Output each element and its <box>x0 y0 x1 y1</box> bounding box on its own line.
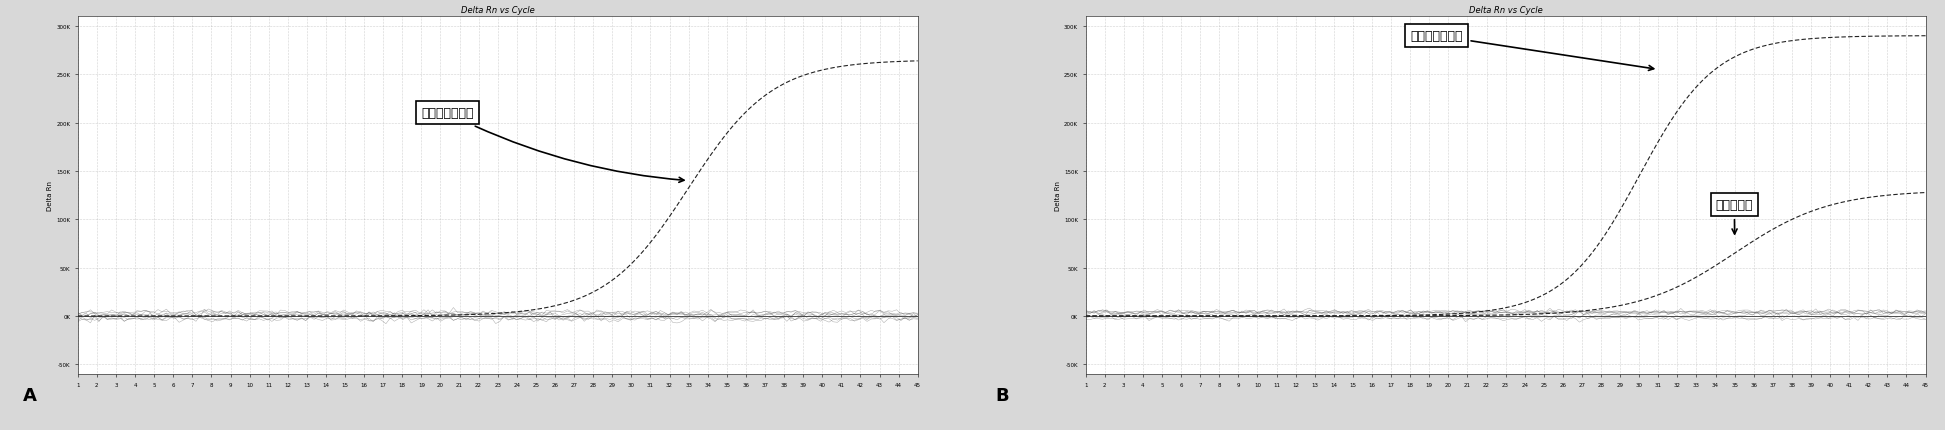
Text: 临床敏感株: 临床敏感株 <box>1715 199 1752 234</box>
Text: B: B <box>996 386 1009 404</box>
Text: A: A <box>23 386 37 404</box>
Text: 敏感株阳性对照: 敏感株阳性对照 <box>1410 30 1653 71</box>
Text: 敏感株阳性对照: 敏感株阳性对照 <box>422 107 685 183</box>
Title: Delta Rn vs Cycle: Delta Rn vs Cycle <box>1468 6 1542 15</box>
Title: Delta Rn vs Cycle: Delta Rn vs Cycle <box>461 6 535 15</box>
Y-axis label: Delta Rn: Delta Rn <box>47 181 53 211</box>
Y-axis label: Delta Rn: Delta Rn <box>1056 181 1062 211</box>
